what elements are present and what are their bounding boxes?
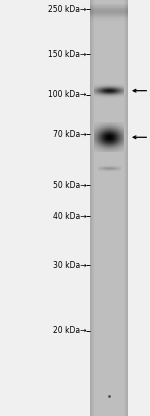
Bar	[90, 4, 128, 5]
Text: 50 kDa→: 50 kDa→	[53, 181, 86, 190]
Bar	[90, 17, 128, 18]
Bar	[90, 9, 128, 10]
Bar	[93, 0, 94, 416]
Bar	[90, 6, 128, 7]
Bar	[90, 7, 128, 8]
Bar	[90, 24, 128, 25]
Bar	[124, 0, 125, 416]
Bar	[94, 0, 95, 416]
Bar	[92, 0, 93, 416]
Text: 20 kDa→: 20 kDa→	[53, 326, 86, 335]
Bar	[127, 0, 128, 416]
Text: 250 kDa→: 250 kDa→	[48, 5, 86, 14]
Bar	[90, 26, 128, 27]
Bar	[90, 11, 128, 12]
Text: 150 kDa→: 150 kDa→	[48, 50, 86, 59]
Bar	[90, 18, 128, 19]
Text: 30 kDa→: 30 kDa→	[53, 261, 86, 270]
Text: 70 kDa→: 70 kDa→	[53, 130, 86, 139]
Bar	[90, 22, 128, 23]
Bar	[90, 13, 128, 14]
Bar	[126, 0, 127, 416]
Bar	[90, 15, 128, 16]
Bar	[90, 21, 128, 22]
Text: 40 kDa→: 40 kDa→	[53, 212, 86, 221]
Bar	[90, 10, 128, 11]
Bar	[90, 23, 128, 24]
Bar	[90, 16, 128, 17]
Bar	[125, 0, 126, 416]
Bar	[90, 19, 128, 20]
Bar	[90, 14, 128, 15]
Bar	[90, 5, 128, 6]
Bar	[90, 0, 128, 416]
Text: 100 kDa→: 100 kDa→	[48, 90, 86, 99]
Bar	[90, 25, 128, 26]
Bar	[90, 12, 128, 13]
Text: WWW.PTGLAB.COM: WWW.PTGLAB.COM	[103, 166, 112, 250]
Bar	[90, 20, 128, 21]
Bar	[90, 0, 91, 416]
Bar	[90, 8, 128, 9]
